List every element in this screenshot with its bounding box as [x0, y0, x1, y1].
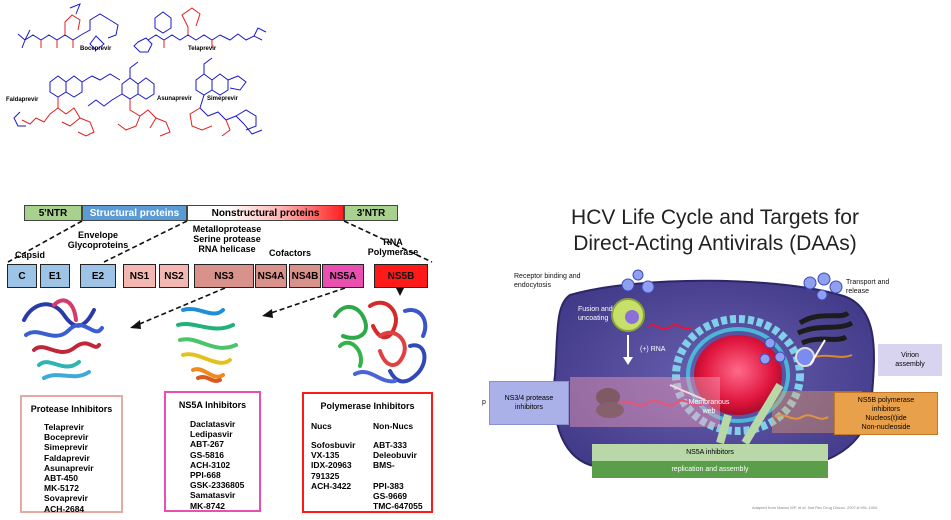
boceprevir-structure [17, 3, 119, 51]
ns5b-polymerase-inhibitors-box: NS5B polymerase inhibitors Nucleos(t)ide… [834, 392, 938, 435]
ns5b-box-title: NS5B polymerase inhibitors [857, 396, 915, 413]
list-item: ABT-450 [44, 473, 79, 484]
virion-assembly-label: Virion assembly [895, 352, 925, 368]
ns34-label: NS3/4 protease inhibitors [504, 395, 554, 411]
simeprevir-label: Simeprevir [207, 96, 239, 102]
list-item: Faldaprevir [44, 452, 90, 463]
list-item: Boceprevir [44, 432, 89, 443]
list-item: Telaprevir [44, 422, 85, 432]
replication-label: replication and assembly [671, 466, 749, 473]
genome-connectors [7, 220, 433, 329]
list-item: 791325 [311, 470, 340, 481]
protease-inhibitors-title: Protease Inhibitors [30, 404, 113, 414]
nonnucs-list: ABT-333 Deleobuvir BMS- PPI-383 GS-9669 … [373, 440, 423, 511]
list-item: Asunaprevir [44, 462, 94, 473]
structural-proteins-segment: Structural proteins [82, 205, 187, 221]
list-item [373, 471, 423, 481]
protein-ns1: NS1 [123, 264, 156, 288]
list-item: Ledipasvir [190, 429, 233, 440]
protease-inhibitors-box: Protease Inhibitors Telaprevir Boceprevi… [20, 395, 123, 514]
list-item: Daclatasvir [190, 419, 236, 429]
list-item: MK-8742 [190, 500, 225, 511]
virion-assembly-box: Virion assembly [878, 344, 942, 376]
polymerase-inhibitors-box: Polymerase Inhibitors Nucs Non-Nucs Sofo… [302, 392, 433, 513]
protease-inhibitors-list: Telaprevir Boceprevir Simeprevir Faldapr… [44, 422, 94, 514]
boceprevir-label: Boceprevir [80, 46, 112, 52]
three-ntr-segment: 3'NTR [344, 205, 398, 221]
transport-release-label: Transport and release [846, 279, 890, 295]
polymerase-inhibitors-title: Polymerase Inhibitors [320, 401, 415, 411]
list-item: TMC-647055 [373, 501, 423, 512]
list-item: PPI-383 [373, 480, 404, 491]
ns5a-structure [176, 306, 238, 383]
list-item: Sofosbuvir [311, 440, 356, 450]
lifecycle-title-line2: Direct-Acting Antivirals (DAAs) [573, 232, 857, 255]
nonstructural-proteins-segment: Nonstructural proteins [187, 205, 344, 221]
list-item: Samatasvir [190, 490, 236, 501]
protein-ns2: NS2 [159, 264, 189, 288]
fusion-label: Fusion and uncoating [578, 306, 613, 322]
ns5a-inhibitors-box: NS5A Inhibitors Daclatasvir Ledipasvir A… [164, 391, 261, 512]
ns5a-inhibitors-list: Daclatasvir Ledipasvir ABT-267 GS-5816 A… [190, 419, 244, 511]
list-item: ACH-3102 [190, 459, 231, 470]
list-item: PPI-668 [190, 470, 221, 481]
asunaprevir-structure [87, 61, 171, 137]
nucs-list: Sofosbuvir VX-135 IDX-20963 791325 ACH-3… [311, 440, 355, 491]
faldaprevir-label: Faldaprevir [6, 97, 39, 103]
rna-polymerase-label: RNA Polymerase [367, 237, 419, 257]
protein-e1: E1 [40, 264, 70, 288]
simeprevir-structure [189, 57, 263, 137]
ns5b-polymerase-structure [333, 300, 428, 384]
replication-assembly-box: replication and assembly [592, 461, 828, 478]
ns5b-box-sub2: Non-nucleoside [861, 423, 911, 431]
list-item: Deleobuvir [373, 450, 417, 461]
list-item: ABT-267 [190, 439, 225, 450]
asunaprevir-label: Asunaprevir [157, 96, 193, 102]
list-item: VX-135 [311, 450, 340, 461]
list-item: Simeprevir [44, 442, 88, 453]
receptor-binding-label: Receptor binding and endocytosis [514, 273, 581, 289]
citation: Adapted from Manns MP, et al. Nat Rev Dr… [752, 505, 879, 510]
nonnucs-header: Non-Nucs [373, 421, 414, 431]
five-ntr-segment: 5'NTR [24, 205, 82, 221]
protein-ns5b: NS5B [374, 264, 428, 288]
ns5a-label: NS5A inhibitors [686, 449, 734, 456]
protein-ns3: NS3 [194, 264, 254, 288]
ns3-functions-label: Metalloprotease Serine protease RNA heli… [192, 224, 262, 254]
list-item: GS-5816 [190, 449, 225, 460]
left-fragment-label: p [482, 399, 486, 406]
protein-c: C [7, 264, 37, 288]
protein-ns4a: NS4A [255, 264, 287, 288]
list-item: ABT-333 [373, 440, 408, 450]
list-item: GS-9669 [373, 491, 408, 501]
membranous-web-label: Membranous web [688, 399, 730, 415]
cofactors-label: Cofactors [268, 248, 311, 258]
protein-ns5a: NS5A [322, 264, 364, 288]
list-item: IDX-20963 [311, 460, 352, 471]
telaprevir-label: Telaprevir [188, 46, 217, 52]
list-item: MK-5172 [44, 483, 79, 494]
faldaprevir-structure [13, 73, 121, 137]
list-item: ACH-3422 [311, 480, 352, 491]
chemical-structures [13, 3, 267, 137]
list-item: ACH-2684 [44, 503, 85, 514]
envelope-label: Envelope Glycoproteins [67, 230, 129, 250]
telaprevir-structure [133, 7, 267, 53]
protein-ns4b: NS4B [289, 264, 321, 288]
plus-rna-label: (+) RNA [640, 346, 666, 353]
list-item: Sovaprevir [44, 493, 88, 504]
list-item: BMS- [373, 460, 395, 471]
ns5b-box-sub1: Nucleos(t)ide [865, 414, 907, 422]
protein-e2: E2 [80, 264, 116, 288]
capsid-label: Capsid [14, 250, 45, 260]
ns3-protease-structure [22, 298, 104, 380]
ns5a-inhibitors-box: NS5A inhibitors [592, 444, 828, 461]
lifecycle-title-line1: HCV Life Cycle and Targets for [571, 206, 859, 229]
list-item: GSK-2336805 [190, 480, 245, 491]
ns5a-inhibitors-title: NS5A Inhibitors [178, 400, 247, 410]
nucs-header: Nucs [311, 421, 332, 431]
ns34-protease-inhibitors-box: NS3/4 protease inhibitors [489, 381, 569, 425]
